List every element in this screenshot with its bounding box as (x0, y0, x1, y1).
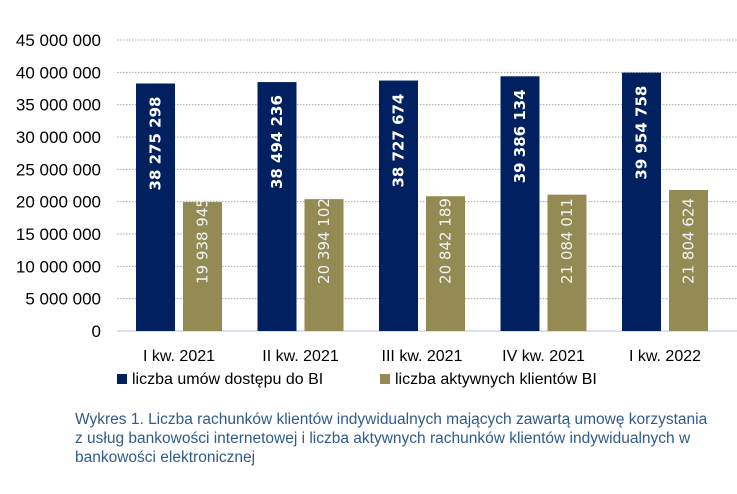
data-label: 20 842 189 (437, 198, 455, 284)
x-tick-label: II kw. 2021 (262, 348, 339, 365)
legend-label: liczba aktywnych klientów BI (395, 371, 597, 388)
data-label: 21 084 011 (558, 198, 576, 284)
x-tick-label: I kw. 2022 (629, 348, 701, 365)
y-tick-label: 5 000 000 (25, 290, 101, 309)
legend-swatch (380, 374, 390, 384)
bar-active-clients (669, 189, 708, 331)
x-tick-label: IV kw. 2021 (502, 348, 585, 365)
bar-chart: 0 5 000 000 10 000 000 15 000 000 20 000 000… (16, 31, 737, 388)
legend-label: liczba umów dostępu do BI (132, 371, 323, 388)
y-tick-label: 0 (92, 322, 101, 341)
data-label: 38 727 674 (390, 94, 408, 188)
data-label: 21 804 624 (680, 198, 698, 284)
data-label: 39 954 758 (633, 86, 651, 180)
y-tick-label: 15 000 000 (16, 225, 101, 244)
bar-active-clients (547, 194, 587, 331)
bar-bi-agreements (500, 76, 540, 331)
bar-bi-agreements (257, 82, 297, 331)
x-tick-label: III kw. 2021 (382, 348, 463, 365)
x-tick-label: I kw. 2021 (143, 348, 215, 365)
chart-caption: Wykres 1. Liczba rachunków klientów indy… (75, 411, 708, 466)
bar-bi-agreements (136, 83, 175, 331)
bar-active-clients (183, 202, 222, 331)
y-tick-label: 10 000 000 (16, 257, 101, 276)
y-tick-label: 25 000 000 (16, 160, 101, 179)
legend-swatch (117, 374, 127, 384)
data-label: 39 386 134 (511, 89, 529, 183)
bar-active-clients (304, 199, 344, 331)
bar-active-clients (426, 196, 465, 331)
data-label: 20 394 102 (315, 198, 333, 284)
y-tick-label: 20 000 000 (16, 193, 101, 212)
bar-bi-agreements (379, 80, 418, 332)
data-label: 38 275 298 (147, 97, 165, 191)
data-label: 19 938 945 (194, 198, 212, 284)
bar-bi-agreements (622, 72, 661, 331)
y-tick-label: 40 000 000 (16, 63, 101, 82)
y-tick-label: 35 000 000 (16, 96, 101, 115)
data-label: 38 494 236 (268, 95, 286, 189)
y-tick-label: 30 000 000 (16, 128, 101, 147)
y-tick-label: 45 000 000 (16, 31, 101, 50)
